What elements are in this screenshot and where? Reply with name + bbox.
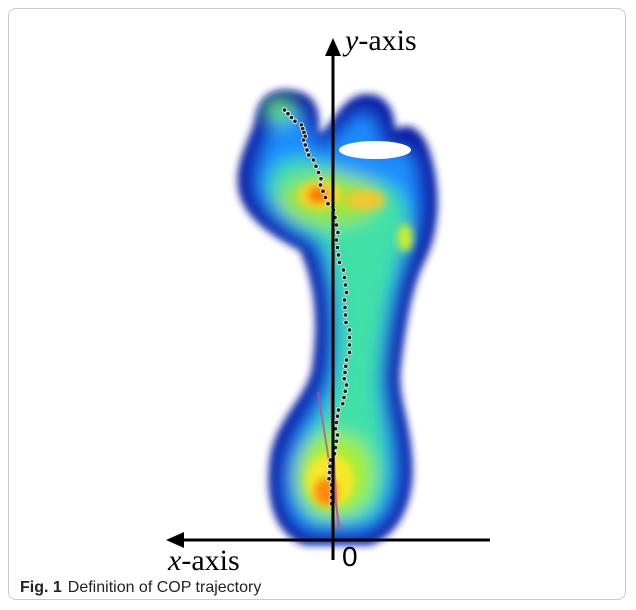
cop-point xyxy=(293,119,298,124)
cop-point xyxy=(321,189,326,194)
cop-point xyxy=(347,343,352,348)
figure: y-axis x-axis 0 xyxy=(0,0,636,575)
cop-point xyxy=(343,389,348,394)
cop-point xyxy=(334,439,339,444)
cop-point xyxy=(344,358,349,363)
cop-point xyxy=(327,470,332,475)
pressure-map xyxy=(238,90,438,545)
cop-point xyxy=(347,335,352,340)
cop-point xyxy=(319,176,324,181)
cop-point xyxy=(344,290,349,295)
cop-point xyxy=(323,195,328,200)
cop-point xyxy=(342,376,347,381)
cop-point xyxy=(343,305,348,310)
cop-point xyxy=(318,183,323,188)
caption-label: Fig. 1 xyxy=(20,579,62,596)
origin-label: 0 xyxy=(342,541,358,572)
cop-point xyxy=(341,268,346,273)
cop-point xyxy=(316,170,321,175)
cop-point xyxy=(343,313,348,318)
cop-point xyxy=(286,111,291,116)
cop-point xyxy=(342,275,347,280)
cop-point xyxy=(336,408,341,413)
cop-point xyxy=(301,138,306,143)
cop-point xyxy=(334,420,339,425)
cop-point xyxy=(342,298,347,303)
cop-point xyxy=(343,364,348,369)
caption-text: Definition of COP trajectory xyxy=(68,579,262,596)
cop-point xyxy=(327,476,332,481)
cop-point xyxy=(343,370,348,375)
cop-point xyxy=(344,320,349,325)
cop-point xyxy=(282,108,287,113)
cop-point xyxy=(326,201,331,206)
cop-point xyxy=(336,253,341,258)
cop-point xyxy=(306,153,311,158)
cop-point xyxy=(343,283,348,288)
cop-point xyxy=(334,238,339,243)
cop-point xyxy=(347,350,352,355)
y-axis-label: y-axis xyxy=(342,24,417,57)
caption: Fig. 1 Definition of COP trajectory xyxy=(20,579,261,597)
cop-point xyxy=(314,164,319,169)
cop-point xyxy=(342,395,347,400)
cop-point xyxy=(335,433,340,438)
cop-point xyxy=(337,260,342,265)
cop-point xyxy=(311,158,316,163)
cop-point xyxy=(334,223,339,228)
cop-point xyxy=(303,143,308,148)
cop-point xyxy=(289,115,294,120)
cop-point xyxy=(305,148,310,153)
cop-point xyxy=(336,230,341,235)
y-axis-arrow xyxy=(325,38,341,56)
cop-point xyxy=(340,401,345,406)
cop-point xyxy=(335,414,340,419)
cop-point xyxy=(335,245,340,250)
page: y-axis x-axis 0 Fig. 1 Definition of COP … xyxy=(0,0,636,610)
cop-point xyxy=(347,328,352,333)
cop-point xyxy=(344,383,349,388)
x-axis-label: x-axis xyxy=(167,544,240,575)
